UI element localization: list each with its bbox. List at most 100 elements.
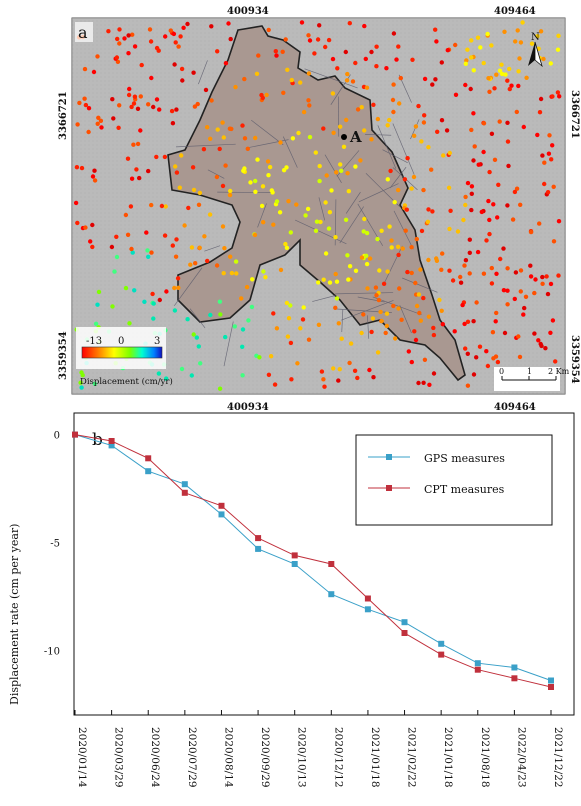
legend-gps-marker xyxy=(386,454,392,460)
map-point xyxy=(489,43,494,48)
map-point xyxy=(489,131,495,136)
map-point xyxy=(229,126,234,132)
street-line xyxy=(389,166,407,189)
map-point xyxy=(416,380,421,386)
map-point xyxy=(295,361,300,366)
map-point xyxy=(413,124,419,129)
map-point xyxy=(347,264,353,269)
coord-left-upper: 3366721 xyxy=(58,91,69,140)
map-point xyxy=(350,79,356,84)
map-point xyxy=(327,210,333,215)
map-point xyxy=(493,319,498,324)
map-point xyxy=(409,270,414,276)
y-tick-label: -5 xyxy=(50,538,60,549)
map-point xyxy=(541,56,546,62)
map-point xyxy=(471,68,476,73)
map-point xyxy=(471,158,476,163)
map-point xyxy=(339,336,344,341)
street-line xyxy=(282,136,298,168)
street-line xyxy=(339,206,364,244)
map-point xyxy=(367,367,372,373)
map-point xyxy=(278,140,283,145)
x-tick-label: 2021/02/22 xyxy=(406,727,418,788)
map-point xyxy=(395,244,401,249)
map-point xyxy=(90,222,95,228)
map-point xyxy=(288,340,294,346)
map-point xyxy=(512,296,517,302)
map-point xyxy=(290,136,296,141)
map-point xyxy=(516,69,521,74)
map-point xyxy=(174,170,180,175)
map-point xyxy=(321,277,326,282)
street-line xyxy=(251,119,284,146)
series-1-point xyxy=(255,535,262,542)
map-point xyxy=(374,63,379,69)
x-tick-label: 2021/01/18 xyxy=(369,727,381,788)
map-point xyxy=(261,220,266,225)
map-point xyxy=(138,128,143,133)
map-point xyxy=(406,349,411,354)
street-line xyxy=(223,321,234,367)
map-point xyxy=(422,113,427,118)
map-point xyxy=(164,376,169,381)
map-point xyxy=(260,184,266,189)
map-point xyxy=(389,245,394,250)
map-point xyxy=(538,96,544,102)
map-point xyxy=(393,336,398,341)
map-point xyxy=(170,121,176,126)
map-point xyxy=(240,373,245,378)
map-point xyxy=(272,382,278,387)
map-point xyxy=(476,162,481,167)
map-point xyxy=(345,253,350,258)
coord-left-lower: 3359354 xyxy=(58,331,69,380)
map-point xyxy=(472,144,477,149)
map-point xyxy=(106,29,111,34)
map-point xyxy=(122,36,127,41)
map-point xyxy=(518,202,523,207)
street-line xyxy=(312,295,336,302)
map-point xyxy=(303,213,308,218)
map-point xyxy=(116,125,121,130)
map-point xyxy=(521,124,526,130)
map-point xyxy=(88,239,93,244)
map-point xyxy=(492,86,497,91)
map-point xyxy=(115,59,121,64)
map-panel-label-bg xyxy=(75,22,93,42)
street-line xyxy=(204,245,221,252)
map-point xyxy=(234,271,239,276)
map-point xyxy=(521,312,526,317)
map-point xyxy=(280,49,285,54)
map-point xyxy=(532,331,537,336)
map-point xyxy=(426,257,431,263)
map-point xyxy=(159,203,165,209)
map-point xyxy=(126,92,132,98)
colorbar-max-label: 3 xyxy=(154,336,160,347)
map-point xyxy=(502,330,508,336)
map-point xyxy=(453,42,458,48)
series-layer xyxy=(72,431,554,690)
map-point xyxy=(271,222,276,227)
map-point xyxy=(474,355,479,360)
chart-legend: GPS measures CPT measures xyxy=(355,434,553,526)
map-point xyxy=(353,268,359,273)
map-point xyxy=(396,252,401,258)
map-point xyxy=(375,236,380,242)
map-point xyxy=(80,373,85,378)
map-point xyxy=(468,86,473,92)
map-point xyxy=(405,269,410,275)
map-point xyxy=(123,285,129,291)
y-tick-label: -10 xyxy=(44,646,60,657)
coord-top-right: 409464 xyxy=(494,6,536,17)
map-point xyxy=(163,204,168,209)
map-point xyxy=(239,296,244,301)
map-point xyxy=(278,267,284,273)
map-point xyxy=(335,66,340,71)
map-point xyxy=(467,271,472,276)
map-point xyxy=(257,355,262,360)
map-point xyxy=(245,146,250,151)
map-point xyxy=(154,97,160,102)
x-tick-label: 2020/09/29 xyxy=(259,727,271,788)
street-line xyxy=(324,154,342,183)
map-point xyxy=(548,281,554,287)
map-point xyxy=(399,317,404,322)
